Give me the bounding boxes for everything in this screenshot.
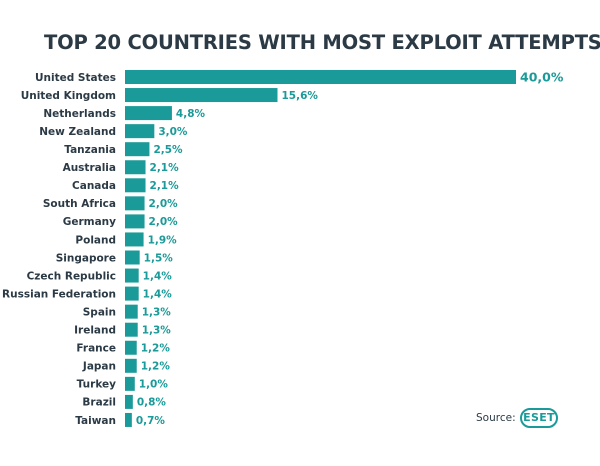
category-label: South Africa <box>43 198 116 210</box>
bar <box>125 304 138 319</box>
bar <box>125 250 140 265</box>
category-label: Brazil <box>82 397 116 409</box>
category-label: Singapore <box>56 252 116 264</box>
category-label: Poland <box>75 234 116 246</box>
value-label: 1,0% <box>139 379 169 391</box>
value-labels: 40,0% 15,6% 4,8% 3,0% 2,5% 2,1% 2,1% 2,0% 2,0% 1,… <box>136 70 564 427</box>
category-label: New Zealand <box>39 126 116 138</box>
value-label: 3,0% <box>158 126 188 138</box>
category-label: Canada <box>72 180 116 192</box>
eset-logo: ESET <box>520 408 558 428</box>
category-label: Australia <box>63 162 116 174</box>
bar <box>125 214 145 229</box>
category-label: Spain <box>83 306 116 318</box>
bar <box>125 160 146 175</box>
bar <box>125 88 278 103</box>
value-label: 1,3% <box>142 306 172 318</box>
category-label: Taiwan <box>75 415 116 427</box>
category-label: Ireland <box>74 325 116 337</box>
bar <box>125 358 137 373</box>
bar <box>125 322 138 337</box>
bar <box>125 178 146 193</box>
value-label: 1,4% <box>143 270 173 282</box>
value-label: 1,2% <box>141 343 171 355</box>
value-label: 2,5% <box>153 144 183 156</box>
bar <box>125 142 150 157</box>
bar <box>125 196 145 211</box>
bar <box>125 124 155 139</box>
category-label: Japan <box>82 361 116 373</box>
bar <box>125 394 133 409</box>
value-label: 2,1% <box>150 162 180 174</box>
bar <box>125 286 139 301</box>
value-label: 40,0% <box>520 70 564 85</box>
value-label: 2,1% <box>150 180 180 192</box>
bar <box>125 232 144 247</box>
category-label: Turkey <box>77 379 116 391</box>
category-labels: United States United Kingdom Netherlands Ne… <box>2 72 116 427</box>
bar <box>125 340 137 355</box>
chart-title: TOP 20 COUNTRIES WITH MOST EXPLOIT ATTEM… <box>44 31 600 54</box>
value-label: 15,6% <box>281 90 318 102</box>
category-label: United States <box>35 72 116 84</box>
value-label: 1,3% <box>142 325 172 337</box>
value-label: 1,9% <box>148 234 178 246</box>
category-label: Netherlands <box>43 108 116 120</box>
bar <box>125 268 139 283</box>
value-label: 1,4% <box>143 288 173 300</box>
value-label: 4,8% <box>176 108 206 120</box>
category-label: Germany <box>63 216 116 228</box>
category-label: Russian Federation <box>2 288 116 300</box>
category-label: Czech Republic <box>27 270 116 282</box>
category-label: Tanzania <box>64 144 116 156</box>
category-label: United Kingdom <box>21 90 116 102</box>
bar <box>125 106 172 121</box>
bar <box>125 70 516 84</box>
source-label: Source: <box>476 412 516 424</box>
category-label: France <box>76 343 116 355</box>
value-label: 0,7% <box>136 415 166 427</box>
bars <box>125 70 516 427</box>
value-label: 1,2% <box>141 361 171 373</box>
value-label: 1,5% <box>144 252 174 264</box>
bar <box>125 412 132 427</box>
value-label: 0,8% <box>137 397 167 409</box>
bar <box>125 376 135 391</box>
value-label: 2,0% <box>149 198 179 210</box>
value-label: 2,0% <box>149 216 179 228</box>
